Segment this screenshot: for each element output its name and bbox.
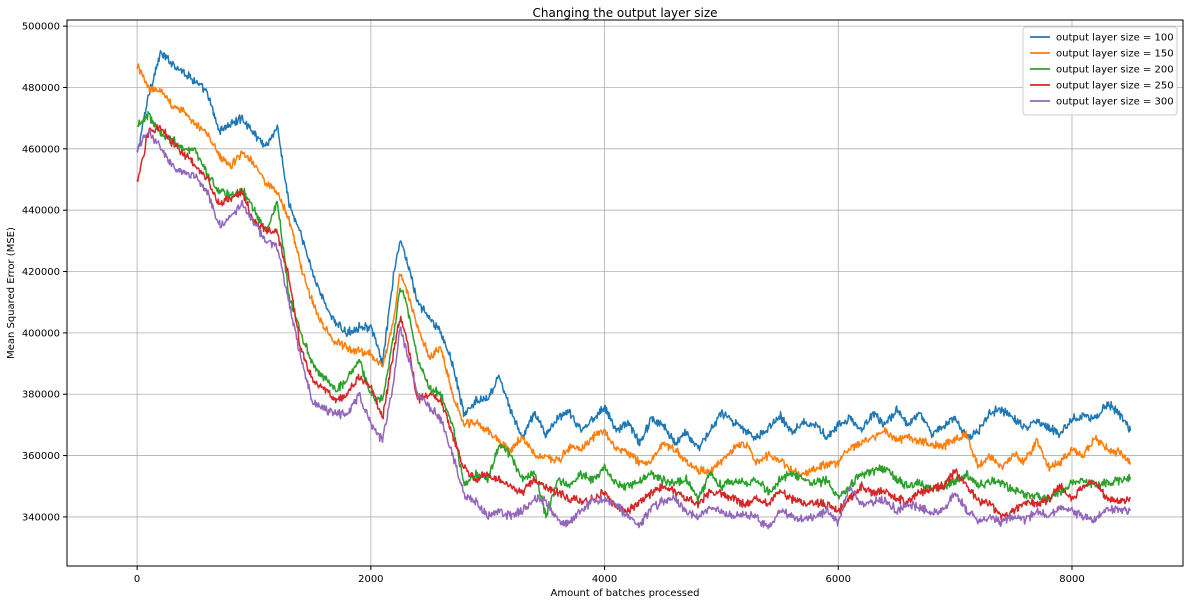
x-tick-label: 0: [134, 574, 140, 585]
legend-label: output layer size = 250: [1056, 81, 1174, 92]
series-line-3: [136, 110, 1132, 519]
chart-title: Changing the output layer size: [532, 6, 717, 20]
legend-label: output layer size = 300: [1056, 97, 1174, 108]
y-tick-label: 460000: [22, 144, 60, 155]
y-axis-title: Mean Squared Error (MSE): [6, 227, 17, 359]
y-tick-label: 420000: [22, 267, 60, 278]
y-tick-label: 340000: [22, 512, 60, 523]
y-tick-label: 500000: [22, 22, 60, 33]
legend-label: output layer size = 200: [1056, 65, 1174, 76]
y-tick-label: 360000: [22, 451, 60, 462]
series-line-4: [136, 123, 1132, 521]
x-tick-label: 8000: [1059, 574, 1084, 585]
legend: output layer size = 100 output layer size…: [1022, 26, 1178, 116]
x-axis-ticks: 0 2000 4000 6000 8000: [134, 566, 1085, 585]
legend-label: output layer size = 150: [1056, 49, 1174, 60]
legend-box: [1022, 26, 1178, 116]
x-tick-label: 4000: [592, 574, 617, 585]
x-tick-label: 2000: [358, 574, 383, 585]
plot-frame: [66, 19, 1184, 567]
legend-label: output layer size = 100: [1056, 33, 1174, 44]
y-tick-label: 380000: [22, 390, 60, 401]
y-tick-label: 480000: [22, 83, 60, 94]
series-layer: [136, 50, 1132, 530]
y-axis-ticks: 340000 360000 380000 400000 420000 440000 4600…: [22, 22, 67, 523]
x-tick-label: 6000: [826, 574, 851, 585]
series-line-5: [136, 129, 1132, 530]
y-tick-label: 400000: [22, 328, 60, 339]
x-axis-title: Amount of batches processed: [551, 588, 700, 599]
y-tick-label: 440000: [22, 206, 60, 217]
series-line-2: [136, 63, 1132, 477]
